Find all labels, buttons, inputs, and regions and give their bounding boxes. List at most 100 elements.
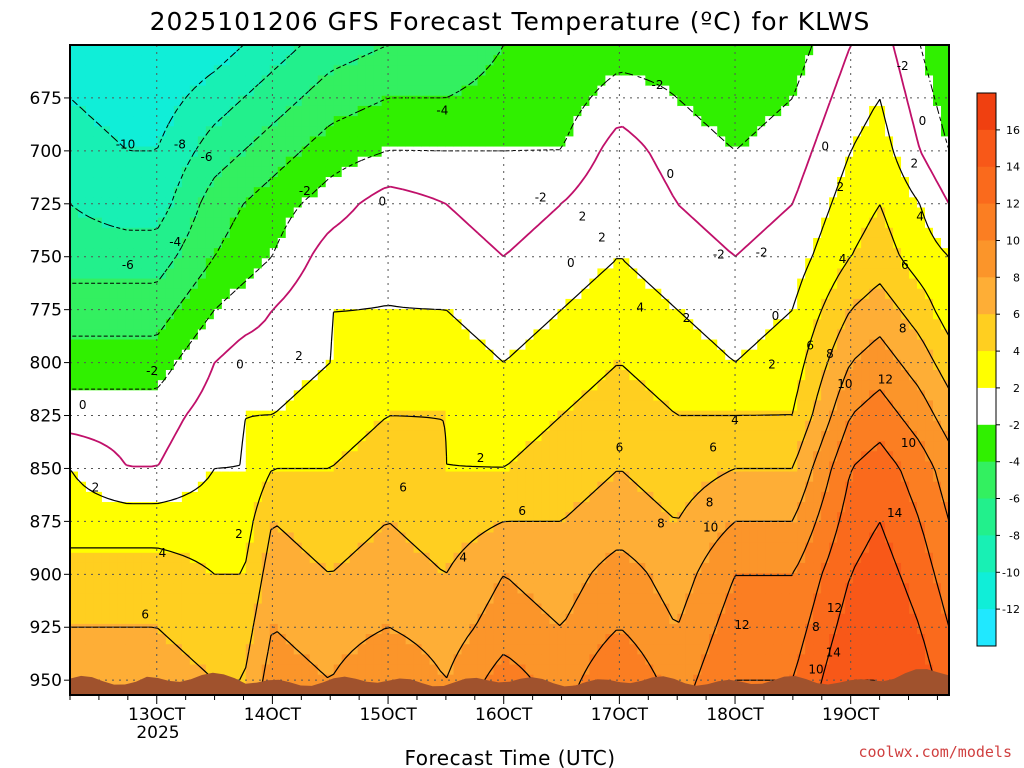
field-cell — [493, 278, 503, 290]
field-cell — [613, 613, 622, 625]
field-cell — [317, 441, 327, 452]
field-cell — [445, 644, 455, 655]
field-cell — [397, 45, 407, 56]
field-cell — [109, 298, 119, 310]
field-cell — [621, 562, 630, 574]
field-cell — [117, 177, 127, 188]
field-cell — [461, 390, 471, 402]
field-cell — [589, 105, 598, 117]
field-cell — [669, 197, 678, 209]
field-cell — [445, 55, 455, 66]
field-cell — [413, 400, 423, 412]
field-cell — [237, 156, 247, 168]
field-cell — [141, 522, 151, 534]
field-cell — [125, 603, 135, 615]
field-cell — [85, 593, 95, 605]
field-cell — [333, 237, 343, 249]
field-cell — [645, 197, 654, 209]
field-cell — [141, 583, 151, 595]
field-cell — [213, 329, 223, 341]
field-cell — [285, 593, 295, 605]
field-cell — [85, 623, 95, 635]
field-cell — [469, 75, 479, 87]
field-cell — [293, 644, 303, 655]
field-cell — [165, 491, 175, 503]
field-cell — [397, 146, 407, 158]
field-cell — [205, 217, 215, 229]
field-cell — [653, 166, 662, 178]
field-cell — [197, 197, 207, 209]
field-cell — [469, 370, 479, 381]
field-cell — [685, 288, 694, 300]
field-cell — [277, 339, 287, 351]
field-cell — [669, 126, 678, 138]
field-cell — [181, 207, 191, 219]
field-cell — [173, 593, 183, 605]
field-cell — [581, 461, 591, 473]
field-cell — [597, 207, 606, 219]
field-cell — [373, 339, 383, 351]
field-cell — [77, 268, 87, 280]
field-cell — [597, 583, 606, 595]
field-cell — [549, 197, 559, 209]
field-cell — [589, 75, 598, 87]
field-cell — [85, 95, 95, 107]
field-cell — [133, 126, 143, 138]
field-cell — [245, 664, 255, 676]
field-cell — [101, 420, 111, 432]
field-cell — [525, 380, 535, 391]
field-cell — [429, 613, 439, 625]
field-cell — [501, 644, 511, 655]
field-cell — [381, 217, 391, 229]
field-cell — [613, 105, 622, 117]
field-cell — [357, 502, 367, 513]
field-cell — [573, 258, 583, 270]
field-cell — [661, 481, 670, 493]
field-cell — [269, 85, 279, 97]
field-cell — [613, 380, 622, 391]
field-cell — [653, 471, 662, 483]
field-cell — [293, 309, 303, 320]
field-cell — [453, 207, 463, 219]
field-cell — [301, 430, 311, 442]
field-cell — [397, 593, 407, 605]
field-cell — [557, 522, 567, 534]
field-cell — [301, 105, 311, 117]
field-cell — [605, 562, 614, 574]
field-cell — [213, 227, 223, 239]
field-cell — [253, 227, 263, 239]
field-cell — [381, 603, 391, 615]
field-cell — [533, 593, 543, 605]
field-cell — [253, 390, 263, 402]
field-cell — [109, 329, 119, 341]
field-cell — [165, 126, 175, 138]
field-cell — [381, 644, 391, 655]
field-cell — [613, 562, 622, 574]
field-cell — [509, 664, 519, 676]
field-cell — [533, 187, 543, 198]
field-cell — [325, 390, 335, 402]
field-cell — [381, 634, 391, 645]
field-cell — [141, 45, 151, 56]
field-cell — [333, 461, 343, 473]
field-cell — [341, 359, 351, 371]
field-cell — [685, 451, 694, 463]
field-cell — [589, 491, 598, 503]
field-cell — [85, 126, 95, 138]
field-cell — [605, 370, 614, 381]
field-cell — [421, 562, 431, 574]
field-cell — [509, 583, 519, 595]
field-cell — [549, 380, 559, 391]
field-cell — [293, 126, 303, 138]
field-cell — [461, 664, 471, 676]
field-cell — [149, 126, 159, 138]
field-cell — [661, 217, 670, 229]
field-cell — [141, 380, 151, 391]
field-cell — [317, 146, 327, 158]
field-cell — [85, 258, 95, 270]
field-cell — [189, 126, 199, 138]
field-cell — [549, 156, 559, 168]
field-cell — [629, 126, 638, 138]
field-cell — [237, 187, 247, 198]
field-cell — [597, 288, 606, 300]
